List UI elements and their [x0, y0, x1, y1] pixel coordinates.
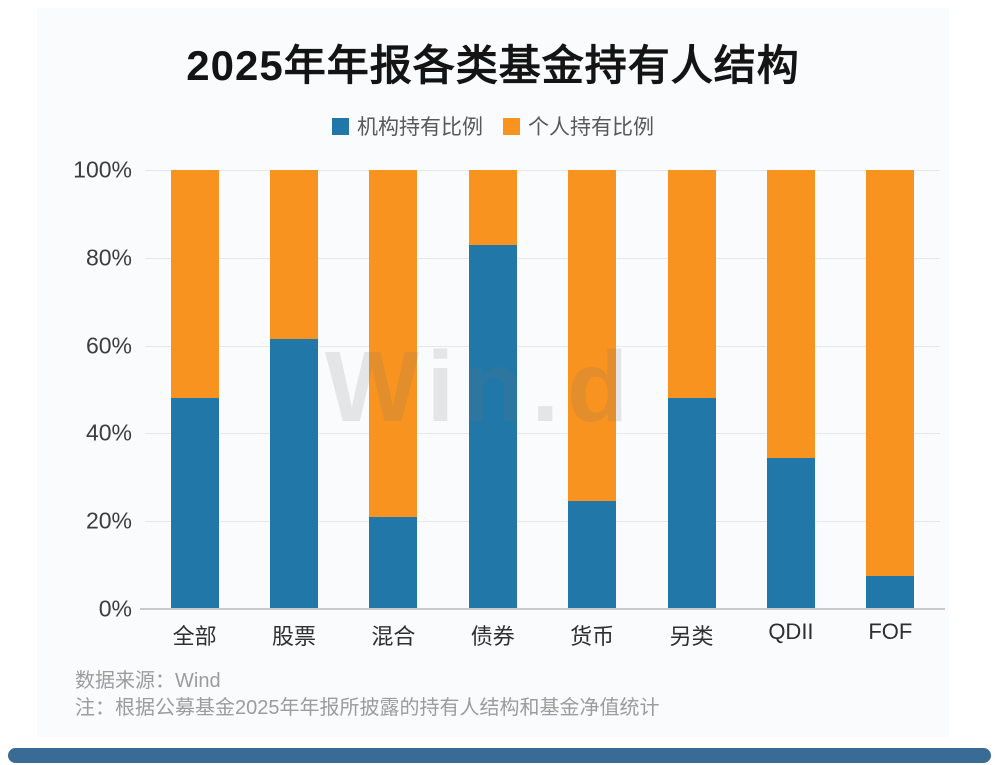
x-axis-label-另类: 另类: [669, 624, 714, 649]
chart-title: 2025年年报各类基金持有人结构: [186, 42, 800, 89]
legend-swatch-orange-icon: [503, 117, 520, 135]
y-tick-label: 20%: [85, 507, 132, 534]
segment-institutional: [866, 576, 915, 609]
segment-individual: [866, 170, 915, 577]
x-axis-label-混合: 混合: [371, 624, 416, 649]
stacked-bar-FOF: [866, 170, 915, 609]
gridline: [145, 257, 940, 259]
legend-label-individual: 个人持有比例: [528, 116, 654, 139]
x-axis-label-QDII: QDII: [768, 619, 814, 644]
chart-card: 2025年年报各类基金持有人结构 机构持有比例 个人持有比例 100% 80% 60…: [37, 8, 949, 737]
segment-individual: [766, 170, 815, 458]
bar-slot-QDII: [741, 170, 840, 609]
segment-institutional: [667, 398, 716, 609]
y-tick-label: 80%: [85, 244, 132, 271]
stacked-bar-另类: [667, 170, 716, 609]
segment-individual: [170, 170, 219, 399]
stacked-bar-债券: [468, 170, 517, 609]
note-text: 注：根据公募基金2025年年报所披露的持有人结构和基金净值统计: [75, 697, 660, 719]
bottom-bar: [8, 748, 991, 763]
bar-slot-混合: [344, 170, 443, 609]
legend-item-individual: 个人持有比例: [503, 111, 654, 141]
stacked-bar-全部: [170, 170, 219, 609]
bar-slot-全部: [145, 170, 244, 609]
y-tick-label: 40%: [85, 419, 132, 446]
segment-institutional: [270, 339, 319, 609]
segment-individual: [369, 170, 418, 517]
gridline: [145, 170, 940, 171]
stacked-bar-股票: [270, 170, 319, 609]
segment-institutional: [468, 244, 517, 609]
gridline: [145, 521, 940, 523]
segment-individual: [568, 170, 617, 502]
segment-institutional: [568, 501, 617, 609]
stacked-bar-货币: [568, 170, 617, 609]
x-axis-labels: 全部 股票 混合 债券 货币 另类 QDII FOF: [145, 619, 940, 651]
legend-label-institutional: 机构持有比例: [357, 116, 483, 139]
stacked-bar-混合: [369, 170, 418, 609]
x-axis-label-债券: 债券: [470, 624, 515, 649]
bars: [145, 170, 940, 609]
x-axis-label-全部: 全部: [172, 624, 217, 649]
legend: 机构持有比例 个人持有比例: [37, 111, 949, 141]
segment-individual: [270, 170, 319, 339]
bar-slot-股票: [244, 170, 343, 609]
x-axis-line: [140, 608, 945, 610]
bar-slot-货币: [543, 170, 642, 609]
bar-slot-FOF: [841, 170, 940, 609]
legend-item-institutional: 机构持有比例: [332, 111, 483, 141]
gridline: [145, 345, 940, 347]
x-axis-label-股票: 股票: [272, 624, 317, 649]
x-axis-label-货币: 货币: [570, 624, 615, 649]
legend-swatch-blue-icon: [332, 117, 349, 135]
segment-institutional: [369, 516, 418, 609]
y-tick-label: 60%: [85, 332, 132, 359]
segment-individual: [667, 170, 716, 399]
y-tick-label: 0%: [98, 595, 132, 622]
y-tick-label: 100%: [73, 156, 132, 183]
segment-institutional: [170, 398, 219, 609]
footer: 数据来源：Wind 注：根据公募基金2025年年报所披露的持有人结构和基金净值统…: [75, 668, 660, 722]
segment-institutional: [766, 457, 815, 609]
bar-slot-债券: [443, 170, 542, 609]
segment-individual: [468, 170, 517, 245]
data-source-text: 数据来源：Wind: [75, 670, 221, 692]
gridline: [145, 433, 940, 435]
x-axis-label-FOF: FOF: [868, 619, 913, 644]
stacked-bar-QDII: [766, 170, 815, 609]
bar-slot-另类: [642, 170, 741, 609]
